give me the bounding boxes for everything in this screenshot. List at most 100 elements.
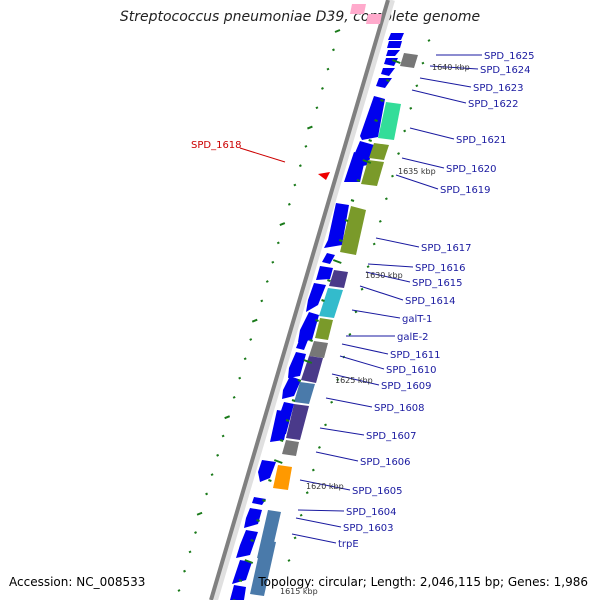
outer-tick [336,378,340,382]
gene-label[interactable]: trpE [338,539,359,550]
outer-tick [287,202,291,206]
outer-tick [427,39,431,42]
cds-arrow[interactable] [270,410,290,442]
outer-tick [397,152,401,155]
outer-tick [265,280,269,283]
inner-tick [386,79,390,82]
gene-label[interactable]: SPD_1623 [473,83,524,94]
outer-tick [224,415,231,420]
inner-tick [315,319,319,322]
cds-arrow[interactable] [282,376,301,399]
gene-leader-line [419,77,472,88]
cds-arrow[interactable] [288,352,306,378]
cds-arrow[interactable] [386,50,400,56]
gene-label[interactable]: SPD_1622 [468,99,519,110]
cds-arrow[interactable] [244,508,262,528]
cds-track [230,33,404,600]
inner-tick [344,219,349,222]
gene-label[interactable]: SPD_1609 [381,381,432,392]
inner-tick [356,179,361,182]
feature-box[interactable] [319,288,343,318]
cds-arrow[interactable] [236,530,258,558]
outer-tick [251,318,258,323]
feature-box[interactable] [340,206,366,255]
cds-arrow[interactable] [324,203,349,248]
gene-label[interactable]: SPD_1610 [386,365,437,376]
gene-label[interactable]: SPD_1616 [415,263,466,274]
gene-label[interactable]: galT-1 [402,314,432,325]
feature-box[interactable] [369,143,389,160]
highlight-marker[interactable] [318,172,330,180]
highlight-label[interactable]: SPD_1618 [191,140,242,151]
feature-box[interactable] [282,440,299,456]
gene-label[interactable]: SPD_1617 [421,243,472,254]
feature-box[interactable] [378,102,401,140]
gene-leader-line [429,65,479,70]
gene-label[interactable]: SPD_1611 [390,350,441,361]
outer-tick [311,468,315,472]
cds-arrow[interactable] [387,41,402,48]
outer-tick [403,129,407,133]
inner-tick [350,199,355,202]
outer-tick [326,67,330,71]
cds-arrow[interactable] [322,253,335,264]
inner-tick [238,579,243,582]
gene-label[interactable]: SPD_1604 [346,507,397,518]
kbp-scale-label: 1615 kbp [280,587,318,596]
outer-tick [205,492,209,496]
gene-label[interactable]: SPD_1614 [405,296,456,307]
cds-arrow[interactable] [232,560,252,584]
feature-box[interactable] [400,53,418,68]
pink-feature[interactable] [350,4,382,24]
feature-box[interactable] [250,540,276,596]
gene-label[interactable]: galE-2 [397,332,429,343]
gene-label[interactable]: SPD_1615 [412,278,463,289]
cds-arrow[interactable] [252,497,266,505]
cds-arrow[interactable] [298,312,319,342]
cds-arrow[interactable] [230,585,246,600]
cds-arrow[interactable] [306,283,326,312]
gene-label[interactable]: SPD_1608 [374,403,425,414]
gene-label[interactable]: SPD_1620 [446,164,497,175]
gene-label[interactable]: SPD_1605 [352,486,403,497]
gene-label[interactable]: SPD_1625 [484,51,535,62]
feature-box[interactable] [273,465,292,490]
cds-arrow[interactable] [376,78,392,88]
cds-arrow[interactable] [344,152,366,182]
cds-arrow[interactable] [388,33,404,40]
gene-label[interactable]: SPD_1621 [456,135,507,146]
outer-tick [232,396,236,399]
feature-box[interactable] [329,270,348,288]
outer-tick [307,125,313,130]
gene-label[interactable]: SPD_1619 [440,185,491,196]
outer-tick-ruler [177,29,431,592]
cds-arrow[interactable] [296,338,308,350]
feature-box[interactable] [361,160,384,186]
kbp-scale-label: 1625 kbp [335,376,373,385]
cds-arrow[interactable] [258,460,276,482]
feature-box[interactable] [294,382,315,404]
accession-text: Accession: NC_008533 [9,575,146,589]
outer-tick [305,491,309,495]
gene-label[interactable]: SPD_1603 [343,523,394,534]
inner-tick [380,99,384,102]
gene-leader-line [411,89,467,104]
gene-leader-line [295,517,342,528]
gene-label[interactable]: SPD_1607 [366,431,417,442]
outer-tick [324,423,327,427]
cds-arrow[interactable] [316,266,333,280]
gene-label[interactable]: SPD_1606 [360,457,411,468]
feature-box[interactable] [286,404,309,440]
outer-tick [293,536,297,540]
outer-tick [332,48,335,52]
cds-arrow[interactable] [381,68,395,76]
feature-box[interactable] [301,356,323,383]
feature-box[interactable] [309,341,328,358]
feature-box[interactable] [315,318,333,340]
gene-leader-line [409,127,455,140]
inner-tick [303,359,313,364]
gene-label[interactable]: SPD_1624 [480,65,531,76]
cds-arrow[interactable] [360,96,385,140]
outer-tick [391,174,394,178]
